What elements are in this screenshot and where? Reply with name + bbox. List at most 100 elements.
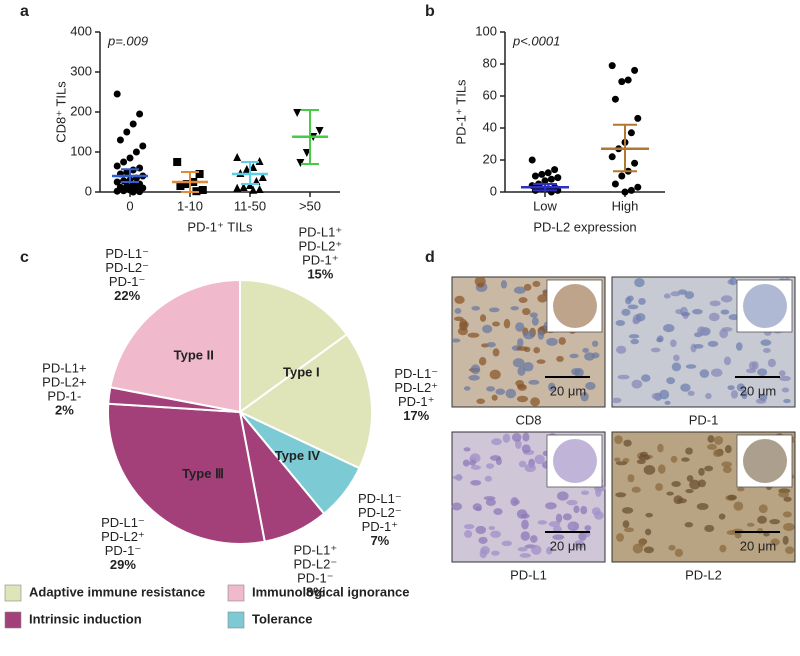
cell xyxy=(537,329,545,340)
cell xyxy=(516,509,528,519)
point xyxy=(554,174,562,182)
slice-value-label: 17% xyxy=(403,408,429,423)
cell xyxy=(724,445,732,454)
slice-label: PD-1- xyxy=(47,388,81,403)
cell xyxy=(518,460,527,468)
cell xyxy=(580,505,588,515)
cell xyxy=(707,435,715,443)
slice-label: PD-L2⁺ xyxy=(394,380,438,395)
cell xyxy=(475,506,482,512)
cell xyxy=(463,447,471,452)
y-tick-label: 0 xyxy=(85,183,92,198)
cell xyxy=(513,286,526,294)
cell xyxy=(737,487,745,492)
cell xyxy=(770,538,780,546)
cell xyxy=(566,499,578,506)
cell xyxy=(454,307,462,314)
panel-label: b xyxy=(425,3,435,20)
point xyxy=(116,136,124,144)
point xyxy=(608,153,616,161)
cell xyxy=(704,524,715,533)
point xyxy=(611,95,619,103)
cell xyxy=(510,497,519,507)
slice-label: PD-L2⁻ xyxy=(294,557,338,572)
cell xyxy=(478,536,488,544)
point xyxy=(113,178,121,186)
cell xyxy=(670,455,678,463)
annotation: p=.009 xyxy=(107,33,148,48)
cell xyxy=(763,532,770,537)
cell xyxy=(632,543,643,554)
cell xyxy=(562,513,572,521)
cell xyxy=(548,521,561,528)
y-tick-label: 80 xyxy=(483,55,497,70)
cell xyxy=(463,523,475,530)
cell xyxy=(463,386,471,391)
cell xyxy=(478,357,487,366)
cell xyxy=(491,438,502,446)
slice-value-label: 29% xyxy=(110,557,136,572)
type-label: Type II xyxy=(174,347,214,362)
cell xyxy=(573,540,585,549)
cell xyxy=(615,492,627,498)
cell xyxy=(545,502,557,510)
point xyxy=(315,127,324,135)
slice-label: PD-L2⁺ xyxy=(298,239,342,254)
slice-label: PD-L1⁺ xyxy=(294,543,338,558)
cell xyxy=(492,321,500,327)
cell xyxy=(643,465,656,475)
point xyxy=(634,183,642,191)
cell xyxy=(782,511,792,518)
cell xyxy=(684,291,695,299)
cell xyxy=(486,386,496,392)
cell xyxy=(531,544,542,555)
cell xyxy=(757,515,767,524)
inset-core xyxy=(553,439,597,483)
y-axis-label: PD-1⁺ TILs xyxy=(453,79,468,145)
cell xyxy=(454,295,465,304)
legend-label: Adaptive immune resistance xyxy=(29,584,205,599)
cell xyxy=(767,358,776,368)
cell xyxy=(713,449,722,455)
cell xyxy=(470,364,481,375)
cell xyxy=(536,359,546,364)
point xyxy=(129,120,137,128)
point xyxy=(239,183,248,191)
x-axis-label: PD-1⁺ TILs xyxy=(187,219,253,234)
slice-value-label: 7% xyxy=(370,533,389,548)
cell xyxy=(675,309,683,315)
cell xyxy=(580,391,589,402)
cell xyxy=(459,318,468,329)
cell xyxy=(693,344,704,349)
point xyxy=(139,142,147,150)
cell xyxy=(741,390,748,400)
cell xyxy=(592,340,599,347)
point xyxy=(547,175,555,183)
slice-label: PD-L2⁺ xyxy=(101,529,145,544)
cell xyxy=(615,319,626,326)
cell xyxy=(686,475,694,482)
cell xyxy=(659,389,670,400)
point xyxy=(538,170,546,178)
cell xyxy=(520,531,531,541)
y-tick-label: 60 xyxy=(483,87,497,102)
cell xyxy=(707,340,719,347)
cell xyxy=(556,491,569,501)
panel-label: d xyxy=(425,249,435,266)
cell xyxy=(627,304,639,310)
cell xyxy=(471,306,481,311)
slice-label: PD-L2⁻ xyxy=(358,505,402,520)
point xyxy=(120,187,128,195)
cell xyxy=(729,277,737,286)
cell xyxy=(485,463,495,469)
micrograph-caption: CD8 xyxy=(515,412,541,427)
y-tick-label: 300 xyxy=(70,63,92,78)
point xyxy=(531,172,539,180)
cell xyxy=(529,312,538,318)
cell xyxy=(493,508,503,516)
point xyxy=(113,162,121,170)
cell xyxy=(699,369,710,378)
cell xyxy=(624,527,634,533)
cell xyxy=(516,395,529,403)
point xyxy=(242,165,251,173)
